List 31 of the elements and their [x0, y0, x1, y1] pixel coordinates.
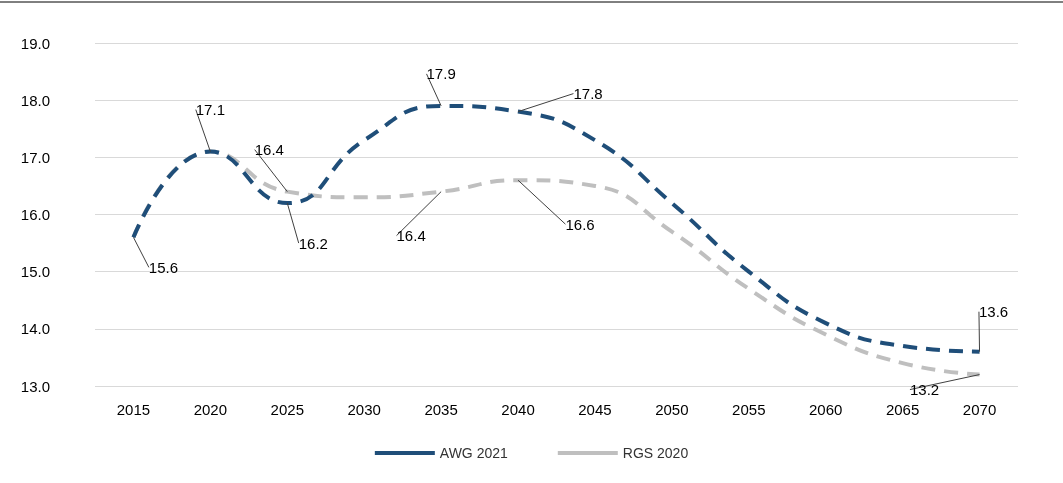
legend-label: RGS 2020 — [622, 445, 689, 461]
x-tick-label: 2045 — [578, 401, 612, 418]
data-label: 13.6 — [978, 303, 1009, 321]
x-tick-label: 2015 — [116, 401, 151, 418]
legend-label: AWG 2021 — [439, 445, 509, 461]
text: 19.0 — [20, 34, 50, 52]
data-label: 16.4 — [396, 227, 426, 245]
text: 14.0 — [20, 320, 50, 338]
x-tick-label: 2050 — [655, 401, 689, 418]
x-tick-label: 2025 — [270, 401, 304, 418]
data-label: 15.6 — [148, 258, 179, 276]
x-tick-label: 2065 — [885, 401, 920, 418]
data-label: 17.8 — [573, 85, 603, 103]
text: 15.0 — [20, 263, 50, 281]
x-tick-label: 2040 — [501, 401, 535, 418]
data-label: 16.4 — [254, 141, 284, 159]
data-label: 17.1 — [195, 101, 225, 119]
data-label: 16.2 — [298, 234, 328, 252]
x-tick-label: 2030 — [347, 401, 381, 418]
data-label: 13.2 — [909, 381, 940, 399]
text: 13.0 — [20, 377, 50, 395]
x-tick-label: 2060 — [809, 401, 843, 418]
data-label: 17.9 — [426, 65, 456, 83]
text: 17.0 — [20, 148, 50, 166]
data-label: 16.6 — [565, 215, 595, 233]
x-tick-label: 2035 — [424, 401, 458, 418]
x-tick-label: 2020 — [193, 401, 228, 418]
x-tick-label: 2055 — [732, 401, 766, 418]
x-tick-label: 2070 — [962, 401, 997, 418]
text: 18.0 — [20, 91, 50, 109]
text: 16.0 — [20, 206, 50, 223]
